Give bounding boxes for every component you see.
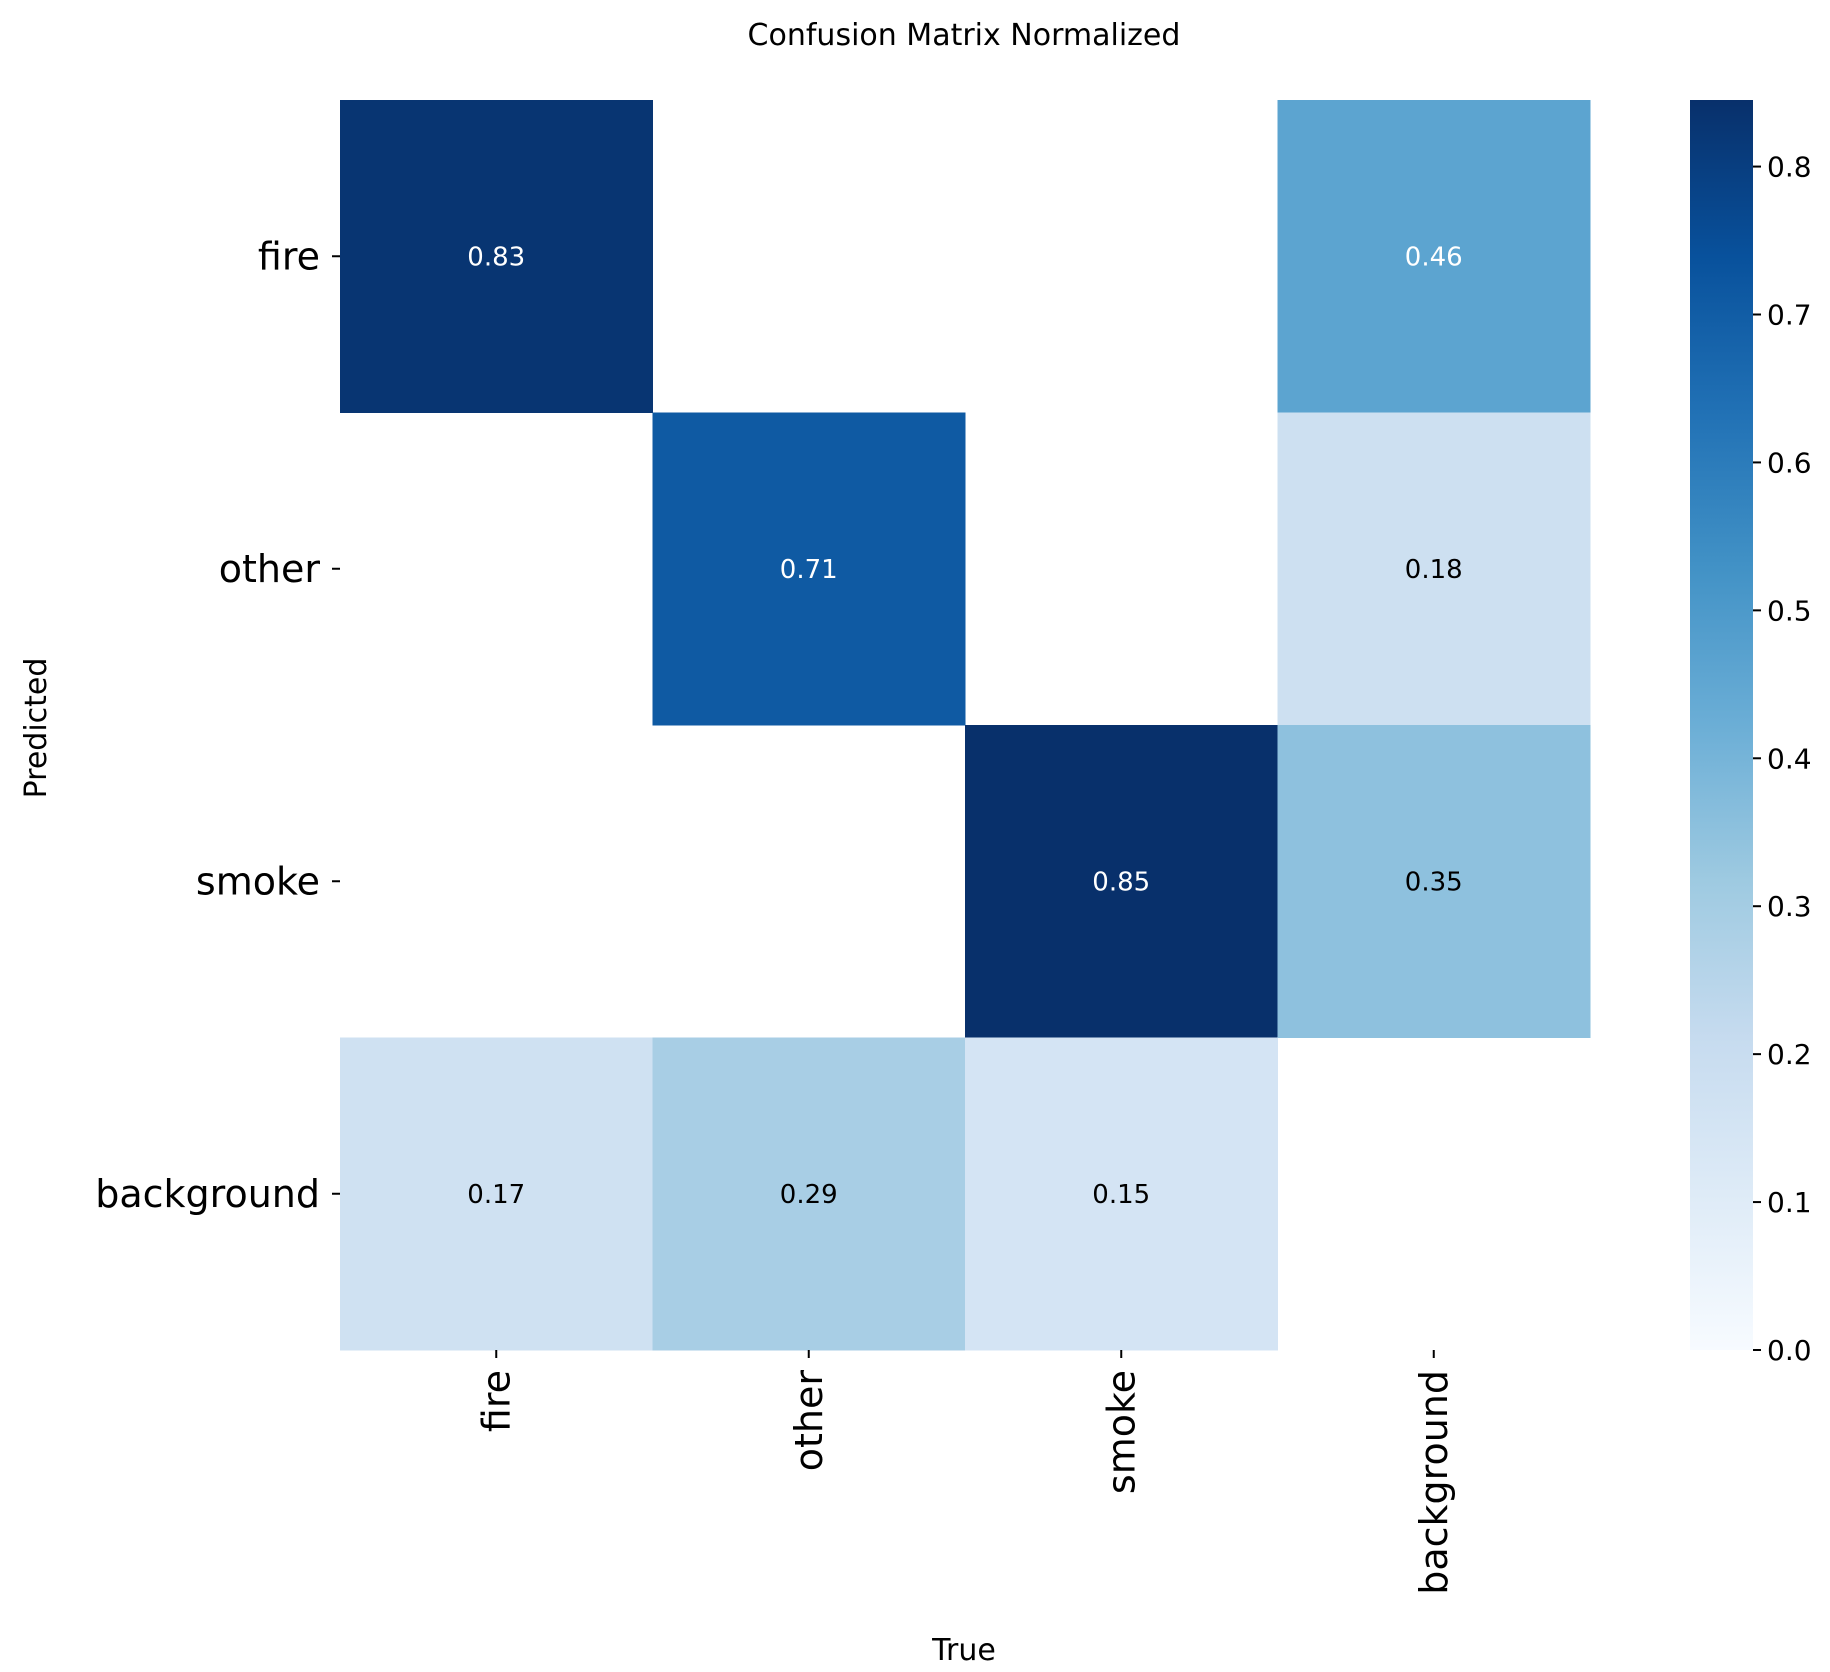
- heatmap-cell-other-other: [652, 412, 966, 726]
- colorbar-tick-label: 0.4: [1767, 742, 1812, 775]
- heatmap-cell-labels: 0.83 0.46 0.71 0.18 0.85 0.35 0.17 0.29 0.15: [467, 242, 1462, 1210]
- chart-title: Confusion Matrix Normalized: [748, 18, 1181, 53]
- colorbar-tick-label: 0.5: [1767, 594, 1812, 627]
- x-tick-label-background: background: [1412, 1370, 1456, 1595]
- colorbar-tick-label: 0.6: [1767, 446, 1812, 479]
- heatmap-cells: [340, 100, 1591, 1351]
- colorbar-tick-label: 0.2: [1767, 1038, 1812, 1071]
- colorbar-gradient: [1690, 100, 1753, 1350]
- y-axis-label: Predicted: [19, 658, 54, 799]
- heatmap-cell-other-background: [1277, 412, 1591, 726]
- cell-value-label: 0.85: [1092, 867, 1150, 897]
- heatmap-cell-fire-fire: [340, 100, 653, 413]
- colorbar-tick-label: 0.3: [1767, 890, 1812, 923]
- y-tick-label-other: other: [219, 547, 321, 591]
- cell-value-label: 0.15: [1092, 1180, 1150, 1210]
- cell-value-label: 0.83: [467, 242, 525, 272]
- cell-value-label: 0.71: [780, 555, 838, 585]
- heatmap-cell-background-fire: [340, 1037, 653, 1351]
- y-tick-label-background: background: [95, 1172, 320, 1216]
- cell-value-label: 0.35: [1405, 867, 1463, 897]
- x-axis-ticks: fire other smoke background: [474, 1350, 1456, 1595]
- cell-value-label: 0.46: [1405, 242, 1463, 272]
- cell-value-label: 0.18: [1405, 555, 1463, 585]
- x-axis-label: True: [931, 1633, 996, 1668]
- heatmap-cell-background-other: [652, 1037, 966, 1351]
- colorbar-tick-label: 0.0: [1767, 1334, 1812, 1367]
- cell-value-label: 0.17: [467, 1180, 525, 1210]
- y-axis-ticks: fire other smoke background: [95, 234, 340, 1216]
- x-tick-label-fire: fire: [474, 1370, 518, 1432]
- x-tick-label-smoke: smoke: [1099, 1370, 1143, 1494]
- colorbar: 0.0 0.1 0.2 0.3 0.4 0.5 0.6 0.7 0.8: [1690, 100, 1812, 1367]
- cell-value-label: 0.29: [780, 1180, 838, 1210]
- colorbar-tick-label: 0.7: [1767, 298, 1812, 331]
- y-tick-label-smoke: smoke: [196, 859, 320, 903]
- heatmap-cell-smoke-smoke: [965, 725, 1278, 1038]
- colorbar-tick-label: 0.8: [1767, 151, 1812, 184]
- heatmap-cell-fire-background: [1277, 100, 1591, 413]
- y-tick-label-fire: fire: [258, 234, 320, 278]
- heatmap-cell-smoke-background: [1277, 725, 1591, 1038]
- heatmap-cell-background-smoke: [965, 1037, 1278, 1351]
- x-tick-label-other: other: [787, 1370, 831, 1472]
- colorbar-tick-label: 0.1: [1767, 1186, 1812, 1219]
